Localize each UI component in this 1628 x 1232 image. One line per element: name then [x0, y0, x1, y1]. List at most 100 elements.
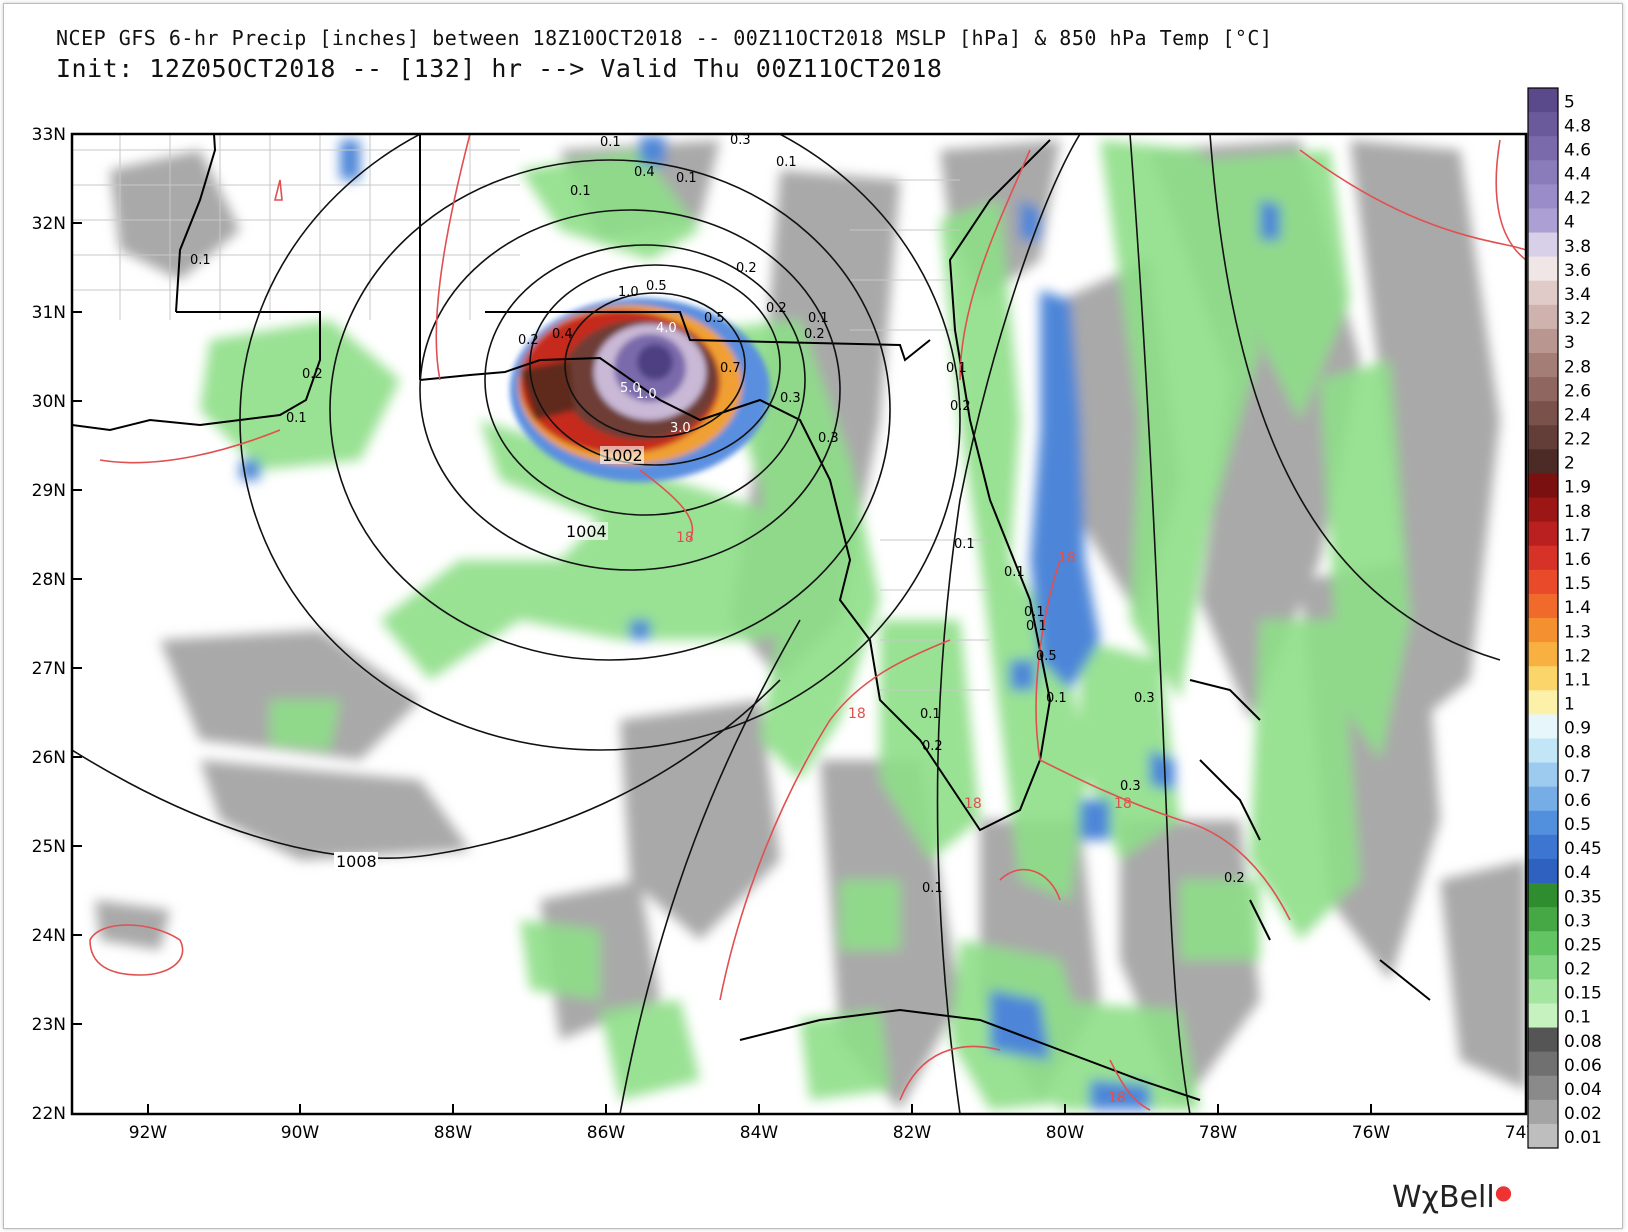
colorbar-label: 1.1 — [1564, 670, 1591, 690]
precip-label: 0.1 — [808, 311, 829, 326]
precip-label: 0.5 — [646, 279, 667, 294]
hurricane-core — [510, 298, 770, 482]
colorbar-swatch — [1528, 112, 1558, 137]
lat-label: 22N — [32, 1104, 66, 1124]
isobar-label: 1008 — [336, 852, 377, 871]
colorbar-label: 1.4 — [1564, 598, 1591, 618]
colorbar-label: 0.6 — [1564, 791, 1591, 811]
colorbar-swatch — [1528, 979, 1558, 1004]
colorbar-swatch — [1528, 883, 1558, 908]
temp-label: 18 — [964, 796, 982, 812]
colorbar-swatch — [1528, 810, 1558, 836]
colorbar-label: 4.4 — [1564, 165, 1591, 185]
coastline — [72, 134, 1431, 1101]
colorbar-label: 0.7 — [1564, 767, 1591, 787]
lat-label: 26N — [32, 748, 66, 768]
lat-label: 25N — [32, 837, 66, 857]
colorbar-swatch — [1528, 618, 1558, 643]
colorbar-label: 2.4 — [1564, 405, 1591, 425]
precip-label: 0.2 — [922, 739, 943, 754]
colorbar-label: 5 — [1564, 92, 1575, 112]
colorbar-label: 1.8 — [1564, 502, 1591, 522]
colorbar-label: 0.8 — [1564, 743, 1591, 763]
colorbar-swatch — [1528, 280, 1558, 306]
colorbar-label: 0.04 — [1564, 1080, 1602, 1100]
colorbar-swatch — [1528, 256, 1558, 282]
precip-label: 0.1 — [676, 171, 697, 186]
precip-label: 0.3 — [780, 391, 801, 406]
colorbar-swatch — [1528, 1123, 1558, 1149]
precip-label: 0.1 — [286, 411, 307, 426]
colorbar-swatch — [1528, 834, 1558, 860]
colorbar-label: 0.06 — [1564, 1056, 1602, 1076]
temp-label: 18 — [1058, 550, 1076, 566]
lon-label: 76W — [1352, 1123, 1391, 1143]
lon-axis: 92W 90W 88W 86W 84W 82W 80W 78W 76W 74W — [129, 1123, 1544, 1143]
colorbar-swatch — [1528, 88, 1558, 113]
colorbar-swatch — [1528, 786, 1558, 812]
lon-label: 92W — [129, 1123, 168, 1143]
lat-label: 24N — [32, 926, 66, 946]
precip-label: 0.1 — [600, 135, 621, 150]
colorbar-label: 3.2 — [1564, 309, 1591, 329]
colorbar-label: 1.9 — [1564, 478, 1591, 498]
colorbar-border — [1527, 87, 1559, 1149]
colorbar-swatch — [1528, 1003, 1558, 1029]
lon-label: 80W — [1046, 1123, 1085, 1143]
precip-label: 0.4 — [552, 327, 573, 342]
lon-label: 84W — [740, 1123, 779, 1143]
colorbar-swatch — [1528, 449, 1558, 474]
colorbar-swatch — [1528, 521, 1558, 547]
colorbar-swatch — [1528, 955, 1558, 980]
lat-label: 23N — [32, 1015, 66, 1035]
colorbar-label: 2 — [1564, 454, 1575, 474]
precip-label: 0.2 — [766, 301, 787, 316]
precip-label: 0.1 — [1026, 619, 1047, 634]
colorbar-label: 4.2 — [1564, 189, 1591, 209]
colorbar-label: 0.3 — [1564, 911, 1591, 931]
colorbar-label: 3.8 — [1564, 237, 1591, 257]
colorbar-swatch — [1528, 666, 1558, 691]
colorbar-swatch — [1528, 401, 1558, 426]
lat-label: 33N — [32, 125, 66, 145]
precip-label: 0.1 — [920, 707, 941, 722]
colorbar-swatch — [1528, 593, 1558, 619]
precip-label: 0.1 — [190, 253, 211, 268]
temp-contours — [89, 134, 1526, 1111]
precip-field — [72, 134, 1526, 1114]
precip-label: 1.0 — [618, 285, 639, 300]
colorbar-label: 4 — [1564, 213, 1575, 233]
colorbar-label: 1.7 — [1564, 526, 1591, 546]
colorbar-label: 3 — [1564, 333, 1575, 353]
colorbar-swatch — [1528, 569, 1558, 595]
colorbar-label: 0.35 — [1564, 887, 1602, 907]
colorbar-label: 0.1 — [1564, 1008, 1591, 1028]
colorbar-swatch — [1528, 907, 1558, 932]
precip-label: 0.3 — [818, 431, 839, 446]
colorbar-label: 4.8 — [1564, 116, 1591, 136]
precip-colorbar: 5 4.8 4.6 4.4 4.2 4 3.8 3.6 3.4 3.2 3 2.8 2.6 2.4 2.2 2… — [1527, 87, 1602, 1149]
colorbar-swatch — [1528, 931, 1558, 956]
precip-label: 0.3 — [1134, 691, 1155, 706]
colorbar-label: 0.4 — [1564, 863, 1591, 883]
colorbar-label: 0.08 — [1564, 1032, 1602, 1052]
brand-name: WχBell — [1392, 1180, 1495, 1215]
colorbar-label: 1.6 — [1564, 550, 1591, 570]
colorbar-swatch — [1528, 353, 1558, 378]
temp-label: 18 — [1114, 796, 1132, 812]
colorbar-label: 0.45 — [1564, 839, 1602, 859]
colorbar-swatch — [1528, 690, 1558, 715]
isobar-label: 1004 — [566, 522, 607, 541]
precip-label: 0.1 — [922, 881, 943, 896]
colorbar-label: 2.8 — [1564, 357, 1591, 377]
precip-label: 0.1 — [954, 537, 975, 552]
precip-label: 0.5 — [1036, 649, 1057, 664]
colorbar-swatch — [1528, 497, 1558, 523]
colorbar-swatch — [1528, 425, 1558, 450]
colorbar-label: 1.3 — [1564, 622, 1591, 642]
brand-dot-icon: ● — [1494, 1180, 1513, 1204]
isobar-labels: 1002 1004 1008 — [334, 446, 644, 871]
precip-label: 0.2 — [1224, 871, 1245, 886]
colorbar-label: 0.01 — [1564, 1128, 1602, 1148]
lat-label: 28N — [32, 570, 66, 590]
